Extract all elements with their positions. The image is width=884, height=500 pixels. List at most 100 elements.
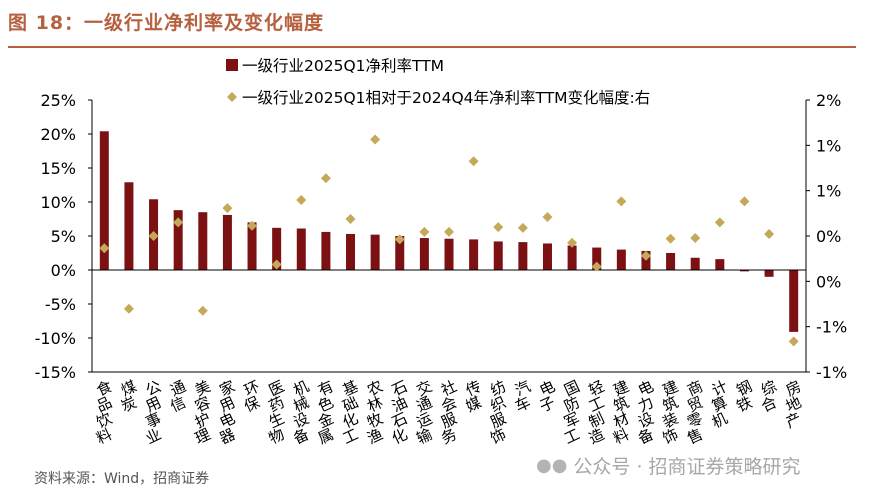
left-tick-label: 10% [40,193,76,212]
bar [616,249,626,270]
left-tick-label: -15% [35,363,76,382]
category-label-char: 交 [414,377,435,400]
chart-legend: 一级行业2025Q1净利率TTM 一级行业2025Q1相对于2024Q4年净利率… [226,57,650,107]
category-label-char: 制 [586,409,607,432]
diamond-marker [247,220,258,231]
left-tick-label: 0% [51,261,76,280]
left-tick-label: -5% [45,295,76,314]
diamond-marker [739,196,750,207]
category-label-char: 饰 [660,425,681,448]
bar [444,238,454,270]
category-label-char: 化 [340,409,361,432]
category-label-char: 料 [94,425,115,448]
category-label-char: 通 [414,393,435,416]
category-label-char: 油 [389,393,410,416]
diamond-marker [665,233,676,244]
bar [493,241,503,270]
diamond-marker [173,217,184,228]
category-label-char: 贸 [684,393,705,416]
category-label-char: 售 [684,425,705,448]
category-label-char: 石 [389,409,410,432]
category-label-char: 美 [192,377,213,400]
title-divider [8,46,856,48]
bar [542,243,552,270]
category-label-char: 房 [783,377,804,400]
diamond-marker [714,217,725,228]
category-label-char: 设 [635,409,656,432]
left-tick-label: 25% [40,91,76,110]
right-tick-label: 1% [816,136,841,155]
diamond-marker [616,196,627,207]
bar [198,212,208,270]
category-label-char: 合 [758,393,779,416]
diamond-marker [517,222,528,233]
category-label-char: 材 [611,409,632,432]
bar [419,238,429,270]
category-label-char: 军 [561,409,582,432]
category-label-char: 家 [217,377,238,400]
category-label-char: 化 [389,425,410,448]
category-label-char: 社 [438,377,459,400]
bar [764,270,774,277]
category-label-char: 保 [241,393,262,416]
category-label-char: 饮 [94,409,115,432]
category-label-char: 力 [635,393,656,416]
category-label-char: 色 [315,393,336,416]
diamond-marker [345,214,356,224]
bar [272,227,282,270]
category-label-char: 建 [660,377,681,400]
category-label-char: 机 [291,377,312,400]
bar [124,182,134,270]
category-label-char: 牧 [364,409,385,432]
category-label-char: 机 [709,409,730,432]
right-tick-label: 1% [816,182,841,201]
figure-title: 图 18：一级行业净利率及变化幅度 [8,12,325,34]
category-label-char: 备 [635,425,656,448]
category-label-char: 纺 [488,377,509,400]
category-label-char: 子 [537,393,558,416]
watermark-text: 公众号 · 招商证券策略研究 [573,456,801,478]
category-label-char: 基 [340,377,361,400]
diamond-marker [148,231,159,241]
category-label-char: 容 [192,393,213,416]
category-label-char: 医 [266,377,287,400]
bar [99,131,109,270]
category-label-char: 产 [783,409,804,432]
category-label-char: 媒 [463,393,484,416]
category-label-char: 传 [463,377,484,400]
diamond-marker [567,237,578,248]
category-label-char: 防 [561,393,582,416]
diamond-marker [444,226,454,237]
category-label-char: 务 [438,425,459,448]
legend-bar-swatch [226,59,238,71]
category-label-char: 属 [315,425,336,448]
category-label-char: 设 [291,409,312,432]
category-label-char: 商 [684,377,705,400]
category-labels: 食品饮料煤炭公用事业通信美容护理家用电器环保医药生物机械设备有色金属基础化工农林… [94,377,805,448]
diamond-marker [197,305,208,316]
bar [395,236,405,270]
bar [739,270,749,272]
category-label-char: 事 [143,409,164,432]
category-label-char: 品 [94,393,115,416]
category-label-char: 运 [414,409,435,432]
category-label-char: 电 [537,377,558,400]
diamond-marker [394,234,405,245]
category-label-char: 车 [512,393,533,416]
right-axis-ticks: 2% 1% 1% 0% 0% -1% -1% [806,91,847,382]
legend-marker-swatch [227,92,237,102]
diamond-marker [271,259,282,270]
category-label-char: 电 [635,377,656,400]
left-tick-label: 5% [51,227,76,246]
category-label-char: 筑 [611,393,632,416]
category-label-char: 炭 [118,393,139,416]
category-label-char: 汽 [512,377,533,400]
diamond-marker [370,134,381,145]
category-label-char: 备 [291,425,312,448]
diamond-marker [296,194,307,205]
category-label-char: 工 [586,393,607,416]
category-label-char: 钢 [734,377,755,400]
wechat-icon: ●● [536,455,568,476]
category-label-char: 服 [488,409,509,432]
